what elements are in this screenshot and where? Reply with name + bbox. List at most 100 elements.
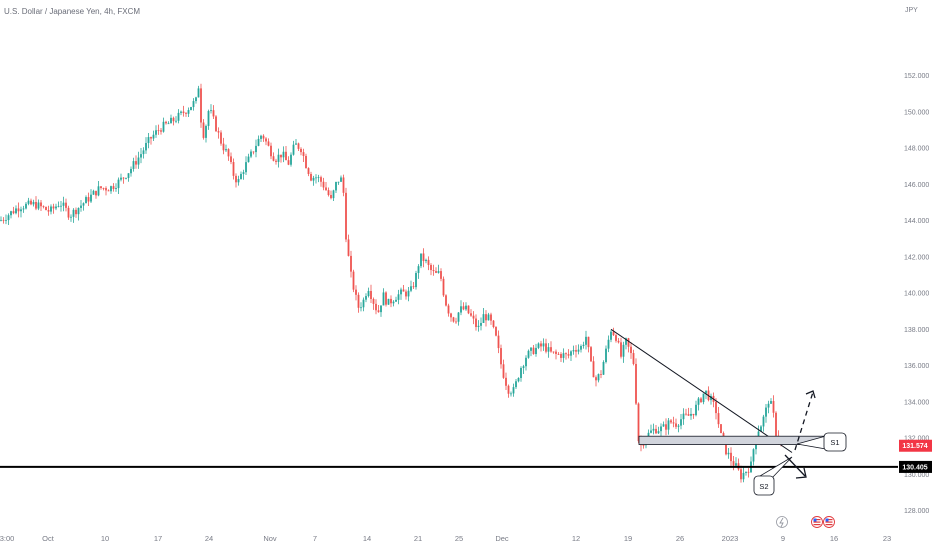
candle-body <box>307 168 310 174</box>
candle-body <box>295 143 297 145</box>
candle-body <box>25 203 27 209</box>
candle-body <box>650 430 652 433</box>
candle-body <box>155 130 157 135</box>
candle-body <box>432 270 435 272</box>
candle-body <box>472 315 475 319</box>
candle-body <box>320 177 322 182</box>
candle-body <box>280 154 282 158</box>
candle-body <box>410 286 412 291</box>
candle-body <box>50 206 52 212</box>
candle-body <box>332 190 335 199</box>
candle-body <box>55 206 57 209</box>
candle-body <box>420 253 422 267</box>
candle-body <box>490 314 492 321</box>
candle-body <box>185 113 187 114</box>
candle-body <box>602 362 605 375</box>
candle-body <box>540 343 542 347</box>
y-tick-label: 142.000 <box>904 254 929 261</box>
candle-body <box>277 154 280 162</box>
candle-body <box>90 194 92 202</box>
candle-body <box>402 289 405 292</box>
s2-callout-box <box>753 475 775 496</box>
candle-body <box>767 403 770 408</box>
current-price-badge <box>899 439 932 452</box>
candle-body <box>302 152 305 156</box>
candle-body <box>770 401 772 404</box>
candle-body <box>607 339 610 349</box>
candle-body <box>390 298 392 304</box>
candle-body <box>682 413 685 420</box>
candle-body <box>385 292 387 305</box>
candle-body <box>630 346 632 354</box>
candle-body <box>367 290 370 297</box>
price-axis[interactable]: 128.000 130.000 132.000 134.000 136.000 138.0… <box>899 73 932 515</box>
candle-body <box>317 177 320 178</box>
candle-body <box>282 151 285 158</box>
candle-body <box>70 216 72 218</box>
candle-body <box>612 331 615 336</box>
candle-body <box>465 305 467 310</box>
candle-body <box>685 413 687 415</box>
candle-body <box>207 111 210 126</box>
candle-body <box>107 190 110 192</box>
lightning-icon-ring <box>776 516 788 528</box>
time-axis[interactable]: 3:00 Oct 10 17 24 Nov 7 14 21 25 Dec 12 19 26 2023 9 16 2… <box>0 516 891 544</box>
trend-line <box>610 328 793 453</box>
candle-body <box>610 331 612 340</box>
candle-body <box>40 202 42 207</box>
candle-body <box>362 299 365 308</box>
candle-body <box>457 312 460 322</box>
candle-body <box>680 419 682 426</box>
candle-body <box>687 414 690 416</box>
candle-body <box>172 117 175 122</box>
candle-body <box>340 177 342 182</box>
candle-body <box>660 426 662 432</box>
candle-body <box>635 363 637 404</box>
x-tick-label: 7 <box>313 534 317 543</box>
candle-body <box>265 138 267 142</box>
candle-body <box>515 381 517 388</box>
candle-body <box>182 111 185 114</box>
candle-body <box>260 135 262 139</box>
line-price-label: 130.405 <box>902 464 927 471</box>
candle-body <box>677 425 680 427</box>
candle-body <box>475 318 477 327</box>
candle-body <box>462 306 465 310</box>
candle-body <box>662 424 665 427</box>
candle-body <box>22 208 25 210</box>
candle-body <box>290 154 292 165</box>
candle-body <box>697 398 700 405</box>
candle-body <box>82 203 85 206</box>
candle-body <box>480 322 482 326</box>
candle-body <box>695 404 697 416</box>
candle-body <box>300 148 302 153</box>
candle-body <box>747 471 750 473</box>
y-tick-label: 128.000 <box>904 508 929 515</box>
candle-body <box>425 259 427 262</box>
candle-body <box>2 219 5 221</box>
candle-body <box>597 374 600 381</box>
candle-body <box>267 141 270 146</box>
candle-body <box>397 294 400 300</box>
y-tick-label: 140.000 <box>904 291 929 298</box>
candle-body <box>232 162 235 176</box>
us-flag-stripe <box>825 519 833 521</box>
candle-body <box>112 186 115 189</box>
candle-body <box>152 134 155 139</box>
candle-body <box>237 179 240 183</box>
candle-body <box>15 208 17 214</box>
candle-body <box>500 348 502 365</box>
candle-body <box>215 116 217 132</box>
candle-body <box>455 321 457 323</box>
candle-body <box>145 142 147 151</box>
candle-body <box>190 107 192 111</box>
candle-body <box>442 278 445 296</box>
candle-body <box>327 190 330 196</box>
candle-body <box>312 177 315 181</box>
candle-body <box>117 179 120 189</box>
candle-body <box>95 190 97 196</box>
candle-body <box>235 175 237 183</box>
candle-body <box>195 97 197 102</box>
candle-body <box>315 177 317 179</box>
